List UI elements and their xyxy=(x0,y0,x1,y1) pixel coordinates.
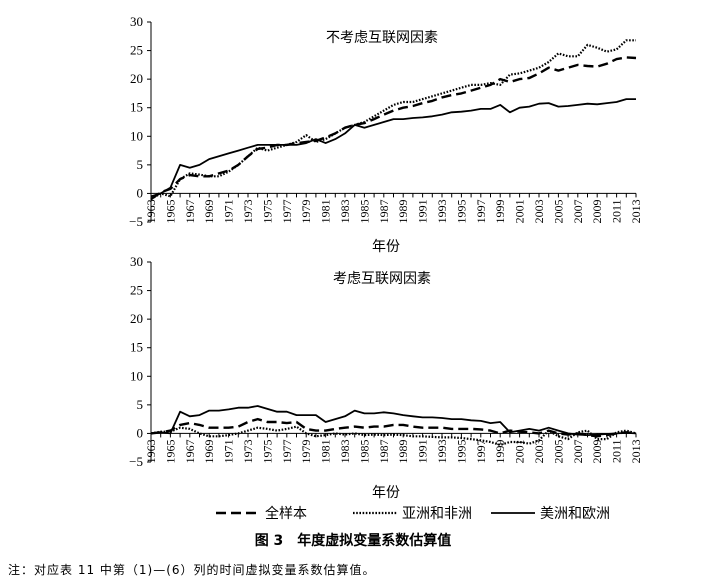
panel-title: 考虑互联网因素 xyxy=(333,271,431,287)
panel-title: 不考虑互联网因素 xyxy=(326,30,438,46)
y-tick-label: 30 xyxy=(130,14,143,29)
x-tick-label: 2001 xyxy=(513,439,527,463)
x-tick-label: 1985 xyxy=(357,439,371,463)
y-tick-label: 10 xyxy=(130,368,143,383)
x-tick-label: 1983 xyxy=(338,199,352,223)
y-tick-label: 30 xyxy=(130,254,143,269)
series-line-solid xyxy=(150,405,637,437)
y-tick-label: 10 xyxy=(130,128,143,143)
x-tick-label: 1989 xyxy=(396,199,410,223)
x-tick-label: 2007 xyxy=(571,439,585,463)
x-tick-label: 1973 xyxy=(241,439,255,463)
x-tick-label: 1987 xyxy=(377,199,391,223)
y-tick-label: 5 xyxy=(137,397,144,412)
series-line-dashed xyxy=(150,417,637,438)
x-tick-label: 1971 xyxy=(222,439,236,463)
x-tick-label: 2003 xyxy=(532,439,546,463)
x-tick-label: 1981 xyxy=(319,439,333,463)
x-tick-label: 1967 xyxy=(183,199,197,223)
y-tick-label: 0 xyxy=(137,425,144,440)
x-tick-label: 2011 xyxy=(610,199,624,223)
x-tick-label: 2009 xyxy=(590,439,604,463)
legend-label: 亚洲和非洲 xyxy=(402,506,472,522)
x-tick-label: 1967 xyxy=(183,439,197,463)
series-line-dotted xyxy=(150,425,637,446)
x-tick-label: 2003 xyxy=(532,199,546,223)
chart-bottom-panel: 30 25 20 15 10 5 0 −5 1963 1965 1967 1969 1971 1973 19… xyxy=(129,254,643,501)
x-tick-label: 1999 xyxy=(493,439,507,463)
x-tick-label: 2013 xyxy=(629,199,643,223)
x-tick-label: 2005 xyxy=(551,199,565,223)
x-tick-label: 1965 xyxy=(163,199,177,223)
y-tick-label: 25 xyxy=(130,43,143,58)
y-tick-label: 15 xyxy=(130,340,143,355)
x-tick-label: 1995 xyxy=(454,439,468,463)
y-tick-label: 20 xyxy=(130,311,143,326)
x-tick-label: 1969 xyxy=(202,439,216,463)
x-tick-label: 1975 xyxy=(260,199,274,223)
x-tick-label: 1989 xyxy=(396,439,410,463)
x-tick-label: 2009 xyxy=(590,199,604,223)
x-tick-label: 1995 xyxy=(454,199,468,223)
x-tick-label: 1985 xyxy=(357,199,371,223)
y-tick-label: −5 xyxy=(129,214,143,229)
series-line-dashed xyxy=(150,56,637,201)
y-tick-label: 20 xyxy=(130,71,143,86)
series-line-dotted xyxy=(150,39,636,201)
legend-label: 全样本 xyxy=(265,505,307,522)
x-tick-label: 2007 xyxy=(571,199,585,223)
x-tick-label: 1993 xyxy=(435,199,449,223)
chart-legend: 全样本 亚洲和非洲 美洲和欧洲 xyxy=(216,505,610,522)
y-tick-label: 25 xyxy=(130,283,143,298)
chart-top-panel: 30 25 20 15 10 5 0 −5 1963 1965 1967 1969 1971 1973 19… xyxy=(129,14,643,255)
x-tick-label: 1983 xyxy=(338,439,352,463)
figure-caption: 图 3 年度虚拟变量系数估算值 xyxy=(254,533,452,549)
x-tick-label: 1965 xyxy=(163,439,177,463)
series-line-solid xyxy=(150,98,636,198)
x-tick-label: 1979 xyxy=(299,439,313,463)
x-axis-title: 年份 xyxy=(372,239,400,255)
y-tick-label: 0 xyxy=(137,185,144,200)
y-tick-label: 15 xyxy=(130,100,143,115)
x-tick-label: 1993 xyxy=(435,439,449,463)
x-tick-label: 1981 xyxy=(319,199,333,223)
x-tick-label: 1971 xyxy=(222,199,236,223)
x-tick-label: 2013 xyxy=(629,439,643,463)
x-tick-label: 1963 xyxy=(144,199,158,223)
x-tick-label: 1973 xyxy=(241,199,255,223)
x-tick-label: 1991 xyxy=(416,199,430,223)
x-tick-label: 2001 xyxy=(513,199,527,223)
x-tick-label: 1977 xyxy=(280,439,294,463)
x-tick-label: 1999 xyxy=(493,199,507,223)
y-tick-label: 5 xyxy=(137,157,144,172)
x-tick-label: 1969 xyxy=(202,199,216,223)
x-tick-label: 1997 xyxy=(474,199,488,223)
x-axis-title: 年份 xyxy=(372,485,400,501)
x-tick-label: 1975 xyxy=(260,439,274,463)
x-tick-label: 1987 xyxy=(377,439,391,463)
x-tick-label: 1963 xyxy=(144,439,158,463)
legend-label: 美洲和欧洲 xyxy=(540,506,610,522)
y-tick-label: −5 xyxy=(129,454,143,469)
x-tick-label: 1979 xyxy=(299,199,313,223)
x-tick-label: 1997 xyxy=(474,439,488,463)
x-tick-label: 2005 xyxy=(551,439,565,463)
x-tick-label: 1977 xyxy=(280,199,294,223)
figure-note: 注：对应表 11 中第（1)—(6）列的时间虚拟变量系数估算值。 xyxy=(8,563,376,577)
x-tick-label: 2011 xyxy=(610,439,624,463)
x-tick-label: 1991 xyxy=(416,439,430,463)
